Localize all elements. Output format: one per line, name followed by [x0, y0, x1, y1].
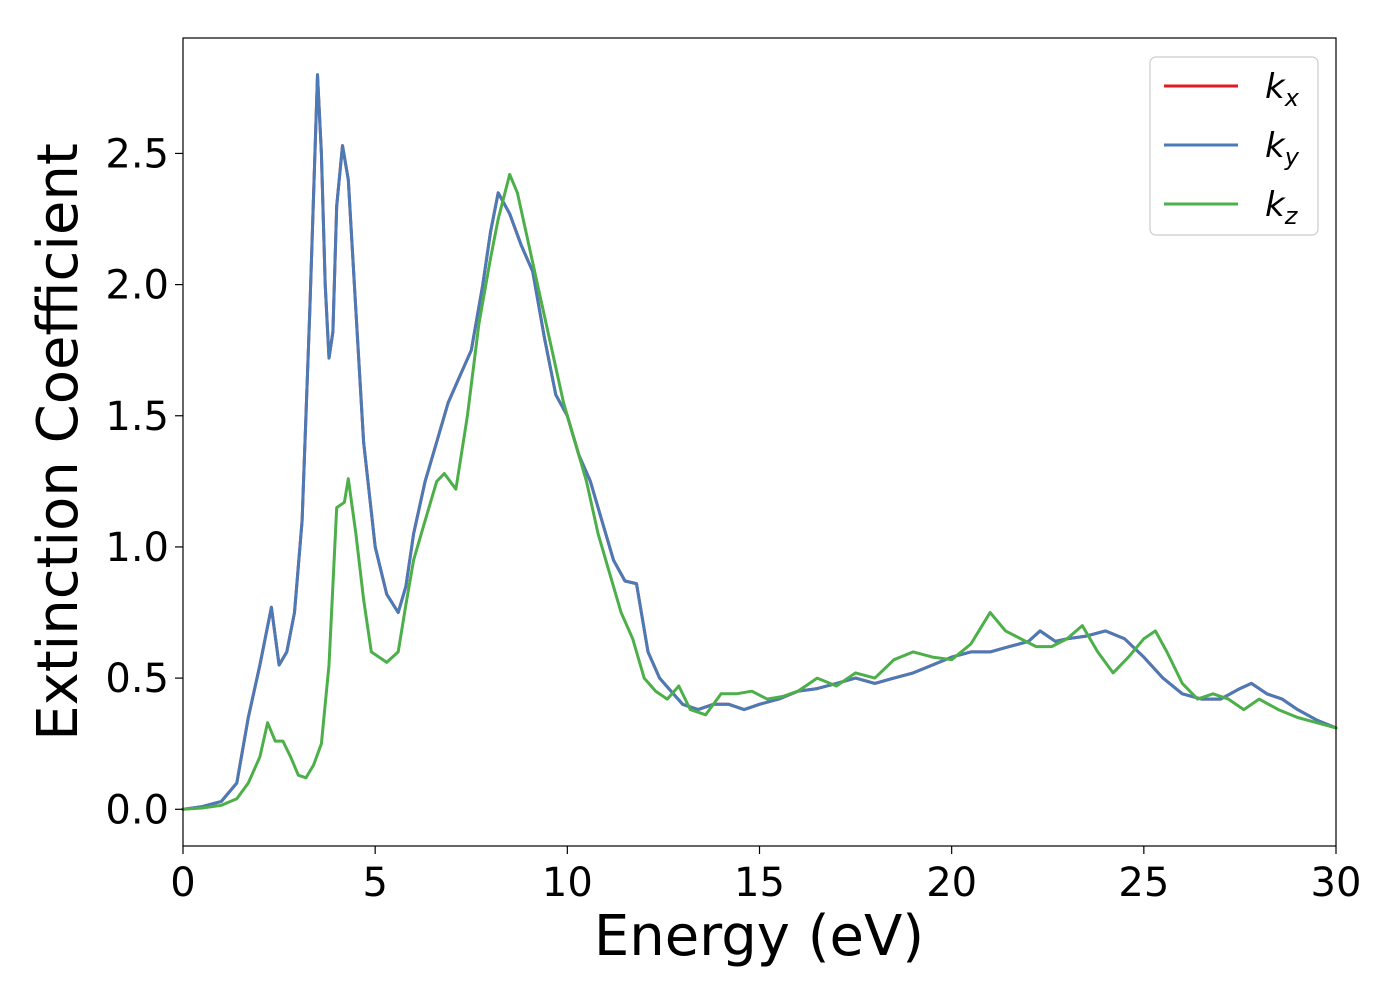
- x-tick-label: 25: [1118, 860, 1169, 906]
- y-tick-label: 1.0: [105, 525, 169, 571]
- series-layer: [181, 73, 1338, 811]
- series-line-k-y: [181, 73, 1338, 811]
- x-axis-label: Energy (eV): [594, 904, 924, 969]
- x-tick-label: 5: [362, 860, 387, 906]
- y-tick-label: 0.5: [105, 656, 169, 702]
- y-tick-label: 0.0: [105, 787, 169, 833]
- x-tick-label: 15: [734, 860, 785, 906]
- y-tick-label: 2.5: [105, 131, 169, 177]
- y-axis-label: Extinction Coefficient: [26, 143, 91, 741]
- y-tick-label: 2.0: [105, 263, 169, 309]
- y-tick-label: 1.5: [105, 394, 169, 440]
- x-tick-label: 20: [926, 860, 977, 906]
- x-tick-label: 0: [170, 860, 195, 906]
- x-tick-label: 10: [542, 860, 593, 906]
- y-axis-ticks: 0.0 0.5 1.0 1.5 2.0 2.5: [105, 131, 183, 833]
- x-tick-label: 30: [1311, 860, 1362, 906]
- x-axis-ticks: 0 5 10 15 20 25 30: [170, 846, 1361, 906]
- series-line-k-z: [181, 172, 1338, 811]
